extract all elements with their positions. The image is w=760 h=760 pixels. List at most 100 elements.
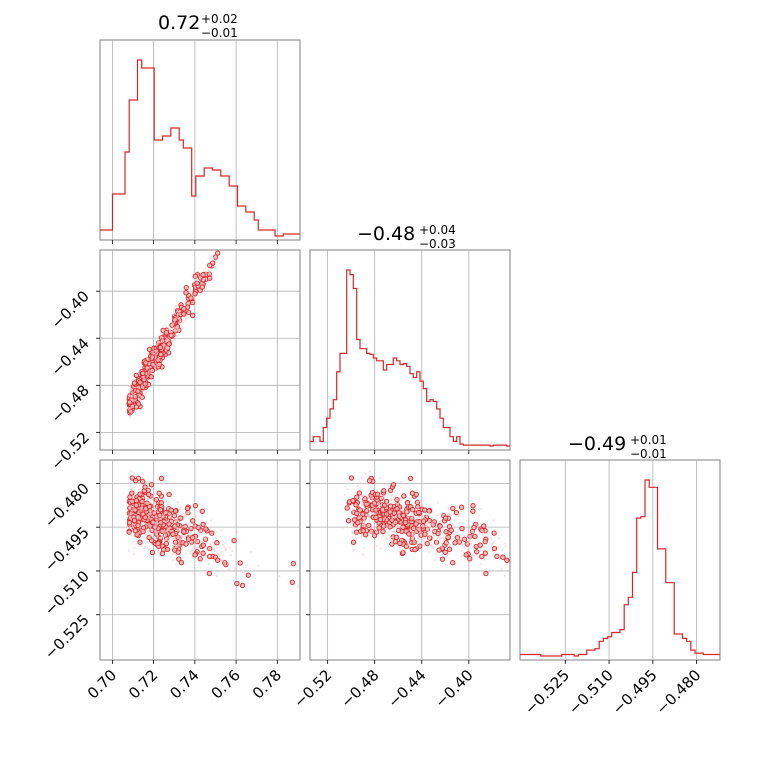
scatter-point xyxy=(147,352,150,355)
scatter-point xyxy=(351,532,355,535)
scatter-point xyxy=(178,318,181,321)
scatter-point xyxy=(370,496,374,499)
scatter-point xyxy=(137,379,143,386)
scatter-point xyxy=(155,343,158,346)
scatter-point xyxy=(164,537,167,540)
scatter-point xyxy=(139,394,142,398)
scatter-point xyxy=(202,282,205,285)
scatter-point xyxy=(362,532,369,538)
scatter-point xyxy=(419,532,422,536)
scatter-point xyxy=(359,486,362,490)
scatter-point xyxy=(203,507,206,510)
scatter-point xyxy=(145,391,148,394)
scatter-point xyxy=(482,535,485,538)
scatter-point xyxy=(214,259,217,262)
scatter-point xyxy=(137,539,143,545)
scatter-point xyxy=(471,524,477,531)
scatter-point xyxy=(133,497,140,504)
scatter-point xyxy=(191,547,194,550)
scatter-point xyxy=(149,369,152,372)
scatter-point xyxy=(439,520,442,523)
scatter-point xyxy=(395,528,398,531)
scatter-point xyxy=(353,549,356,552)
scatter-point xyxy=(463,534,466,537)
scatter-point xyxy=(390,505,393,508)
scatter-point xyxy=(289,579,295,585)
scatter-point xyxy=(234,580,240,587)
scatter-point xyxy=(367,502,370,505)
title-p2-plus: +0.01 xyxy=(630,433,667,447)
scatter-point xyxy=(426,524,429,527)
scatter-point xyxy=(183,541,189,547)
panel-frame-r2c1 xyxy=(309,459,511,661)
scatter-point xyxy=(204,554,207,558)
scatter-point xyxy=(428,527,431,530)
scatter-point xyxy=(427,550,430,553)
scatter-point xyxy=(207,275,213,281)
scatter-point xyxy=(163,535,166,538)
scatter-point xyxy=(296,585,299,588)
scatter-point xyxy=(361,495,364,498)
scatter-point xyxy=(174,543,177,547)
scatter-point xyxy=(128,415,131,418)
scatter-point xyxy=(278,575,281,578)
scatter-point xyxy=(176,308,179,311)
histogram-p1 xyxy=(310,269,510,447)
scatter-point xyxy=(183,284,189,291)
panel-frame-r2c0 xyxy=(99,459,301,661)
scatter-point xyxy=(429,523,432,526)
scatter-point xyxy=(191,524,195,527)
scatter-point xyxy=(178,539,181,542)
scatter-point xyxy=(212,541,215,544)
scatter-point xyxy=(184,318,188,321)
scatter-point xyxy=(358,512,361,515)
scatter-point xyxy=(186,512,189,515)
scatter-point xyxy=(372,520,375,523)
scatter-point xyxy=(355,520,361,526)
scatter-point xyxy=(135,388,141,394)
scatter-point xyxy=(183,320,186,323)
scatter-point xyxy=(477,542,483,548)
scatter-point xyxy=(435,530,441,537)
y-tick-label-p1: −0.52 xyxy=(48,428,93,473)
scatter-point xyxy=(174,326,177,330)
scatter-point xyxy=(427,529,430,533)
scatter-point xyxy=(170,516,173,519)
scatter-point xyxy=(442,527,445,530)
scatter-point xyxy=(133,478,139,484)
scatter-point xyxy=(483,558,486,561)
scatter-point xyxy=(129,407,132,410)
scatter-point xyxy=(353,515,356,518)
scatter-point xyxy=(179,535,183,538)
scatter-point xyxy=(387,524,393,530)
scatter-point xyxy=(423,525,426,528)
scatter-point xyxy=(482,550,488,556)
scatter-point xyxy=(192,552,198,558)
scatter-point xyxy=(447,513,450,516)
scatter-point xyxy=(139,517,142,520)
scatter-point xyxy=(467,548,470,551)
scatter-point xyxy=(172,537,175,540)
scatter-point xyxy=(498,537,501,540)
scatter-point xyxy=(181,326,184,329)
scatter-point xyxy=(200,521,206,528)
scatter-point xyxy=(164,339,167,342)
y-tick-label-p2: −0.495 xyxy=(41,523,93,575)
scatter-point xyxy=(166,526,169,529)
scatter-point xyxy=(470,554,474,557)
scatter-point xyxy=(382,509,385,512)
scatter-point xyxy=(148,516,151,520)
scatter-point xyxy=(152,379,155,382)
scatter-point xyxy=(198,275,201,278)
scatter-point xyxy=(150,372,153,375)
scatter-point xyxy=(222,545,226,548)
scatter-point xyxy=(367,516,370,519)
scatter-point xyxy=(150,498,154,502)
scatter-point xyxy=(409,490,416,496)
scatter-point xyxy=(142,376,145,379)
scatter-point xyxy=(460,549,463,552)
y-tick-label-p2: −0.510 xyxy=(41,567,93,619)
scatter-point xyxy=(164,520,167,524)
scatter-point xyxy=(146,346,153,353)
